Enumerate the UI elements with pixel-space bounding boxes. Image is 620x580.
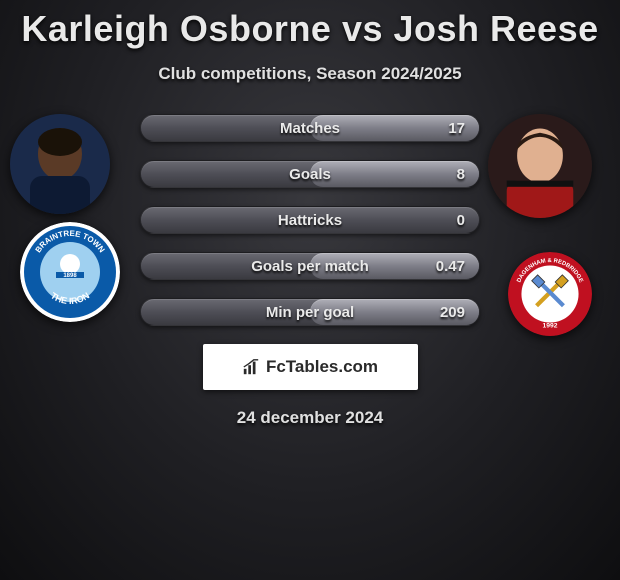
stat-label: Min per goal: [141, 299, 479, 325]
stat-value-right: 0.47: [436, 253, 465, 279]
stat-value-right: 8: [457, 161, 465, 187]
comparison-title: Karleigh Osborne vs Josh Reese: [0, 0, 620, 50]
player-left-avatar: [10, 114, 110, 214]
stat-row: Goals8: [140, 160, 480, 188]
chart-icon: [242, 358, 260, 376]
svg-text:1992: 1992: [543, 323, 558, 330]
stat-value-right: 17: [448, 115, 465, 141]
stats-list: Matches17 Goals8 Hattricks0 Goals per match…: [140, 114, 480, 326]
stat-row: Goals per match0.47: [140, 252, 480, 280]
stat-label: Goals per match: [141, 253, 479, 279]
stat-label: Goals: [141, 161, 479, 187]
branding-text: FcTables.com: [266, 357, 378, 377]
comparison-subtitle: Club competitions, Season 2024/2025: [0, 64, 620, 84]
comparison-date: 24 december 2024: [0, 408, 620, 428]
stat-row: Matches17: [140, 114, 480, 142]
comparison-body: BRAINTREE TOWN THE IRON 1898 DAGENHAM & …: [0, 114, 620, 428]
player-left-club-badge: BRAINTREE TOWN THE IRON 1898: [20, 222, 120, 322]
player-right-avatar: [488, 114, 592, 218]
svg-text:1898: 1898: [63, 273, 77, 279]
stat-value-right: 0: [457, 207, 465, 233]
player-right-club-badge: DAGENHAM & REDBRIDGE 1992: [508, 252, 592, 336]
stat-row: Min per goal209: [140, 298, 480, 326]
branding-badge: FcTables.com: [203, 344, 418, 390]
stat-label: Matches: [141, 115, 479, 141]
stat-value-right: 209: [440, 299, 465, 325]
stat-row: Hattricks0: [140, 206, 480, 234]
stat-label: Hattricks: [141, 207, 479, 233]
